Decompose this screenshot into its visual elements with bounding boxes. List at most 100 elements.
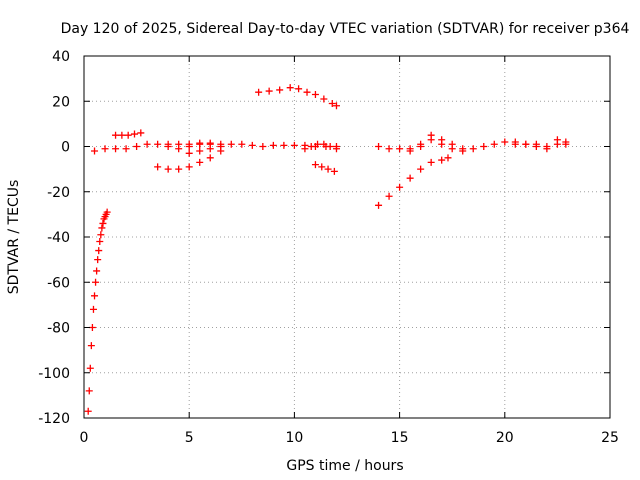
data-point bbox=[259, 143, 267, 150]
data-point bbox=[562, 138, 570, 146]
y-axis-ticks: -120 -100 -80 -60 -40 -20 0 20 40 bbox=[38, 49, 610, 427]
data-point bbox=[427, 131, 435, 139]
data-point bbox=[448, 140, 456, 148]
x-axis-label: GPS time / hours bbox=[286, 458, 403, 474]
data-point bbox=[97, 231, 105, 239]
data-point bbox=[438, 136, 446, 144]
y-tick-label: -80 bbox=[47, 321, 70, 337]
data-point bbox=[290, 141, 298, 149]
data-point bbox=[326, 143, 334, 150]
series-arc-11 bbox=[406, 131, 467, 155]
data-point bbox=[396, 145, 404, 153]
data-point bbox=[269, 141, 277, 149]
data-point bbox=[88, 324, 96, 331]
data-point bbox=[406, 174, 414, 182]
data-point bbox=[238, 140, 246, 148]
series-arc-8 bbox=[311, 161, 338, 175]
data-point bbox=[124, 131, 132, 139]
data-point bbox=[95, 247, 103, 255]
data-point bbox=[330, 167, 338, 175]
y-tick-label: -20 bbox=[47, 185, 70, 201]
data-point bbox=[133, 143, 141, 150]
y-tick-label: -120 bbox=[38, 411, 70, 427]
data-point bbox=[89, 305, 97, 313]
x-tick-label: 20 bbox=[496, 430, 514, 446]
x-axis-ticks: 0 5 10 15 20 25 bbox=[80, 56, 619, 446]
data-point bbox=[217, 143, 225, 150]
data-point bbox=[164, 140, 172, 148]
data-point bbox=[265, 87, 273, 95]
data-point bbox=[276, 86, 284, 94]
data-point bbox=[444, 154, 452, 162]
data-point bbox=[511, 138, 519, 146]
data-point bbox=[417, 143, 425, 150]
data-point bbox=[206, 154, 214, 162]
x-tick-label: 15 bbox=[391, 430, 409, 446]
series-arc-5 bbox=[255, 84, 340, 110]
data-point bbox=[311, 161, 319, 169]
data-point bbox=[255, 88, 263, 96]
series-arc-2 bbox=[112, 129, 145, 139]
data-point bbox=[196, 139, 204, 147]
data-point bbox=[320, 95, 328, 103]
data-point bbox=[320, 140, 328, 148]
data-point bbox=[459, 145, 467, 153]
y-tick-label: 20 bbox=[52, 94, 70, 110]
y-tick-label: -40 bbox=[47, 230, 70, 246]
data-point bbox=[103, 208, 111, 216]
data-point bbox=[328, 100, 336, 108]
data-point bbox=[185, 140, 193, 148]
chart-title: Day 120 of 2025, Sidereal Day-to-day VTE… bbox=[61, 21, 630, 37]
x-tick-label: 5 bbox=[185, 430, 194, 446]
series-arc-6 bbox=[185, 143, 225, 157]
data-point bbox=[286, 84, 294, 92]
data-point bbox=[175, 165, 183, 173]
data-point bbox=[94, 256, 102, 264]
data-point bbox=[406, 147, 414, 155]
data-point bbox=[311, 90, 319, 98]
data-points bbox=[84, 84, 570, 415]
data-point bbox=[427, 158, 435, 166]
data-point bbox=[93, 267, 101, 275]
plot-frame bbox=[83, 55, 611, 419]
data-point bbox=[196, 158, 204, 166]
data-point bbox=[522, 140, 530, 148]
data-point bbox=[98, 224, 106, 232]
data-point bbox=[101, 145, 109, 153]
data-point bbox=[307, 143, 315, 150]
data-point bbox=[130, 130, 138, 138]
data-point bbox=[164, 165, 172, 173]
x-tick-label: 10 bbox=[285, 430, 303, 446]
data-point bbox=[206, 145, 214, 153]
data-point bbox=[112, 145, 120, 153]
series-arc-12 bbox=[511, 136, 570, 153]
series-arc-10 bbox=[375, 136, 570, 155]
data-point bbox=[154, 163, 162, 171]
data-point bbox=[154, 140, 162, 148]
series-early-drop bbox=[84, 208, 111, 415]
data-point bbox=[185, 149, 193, 157]
data-point bbox=[143, 140, 151, 148]
data-point bbox=[332, 102, 340, 110]
data-point bbox=[175, 140, 183, 148]
data-point bbox=[396, 183, 404, 191]
data-point bbox=[96, 238, 104, 246]
y-tick-label: -100 bbox=[38, 366, 70, 382]
data-point bbox=[185, 163, 193, 171]
y-tick-label: 0 bbox=[61, 140, 70, 156]
data-point bbox=[375, 143, 383, 150]
x-tick-label: 25 bbox=[601, 430, 619, 446]
data-point bbox=[332, 145, 340, 153]
data-point bbox=[196, 147, 204, 155]
data-point bbox=[280, 141, 288, 149]
data-point bbox=[324, 165, 332, 173]
data-point bbox=[385, 145, 393, 153]
data-point bbox=[553, 136, 561, 144]
data-point bbox=[227, 140, 235, 148]
data-point bbox=[469, 145, 477, 153]
data-point bbox=[118, 131, 126, 139]
series-arc-4 bbox=[164, 139, 340, 150]
data-point bbox=[543, 145, 551, 153]
data-point bbox=[417, 165, 425, 173]
data-point bbox=[490, 140, 498, 148]
